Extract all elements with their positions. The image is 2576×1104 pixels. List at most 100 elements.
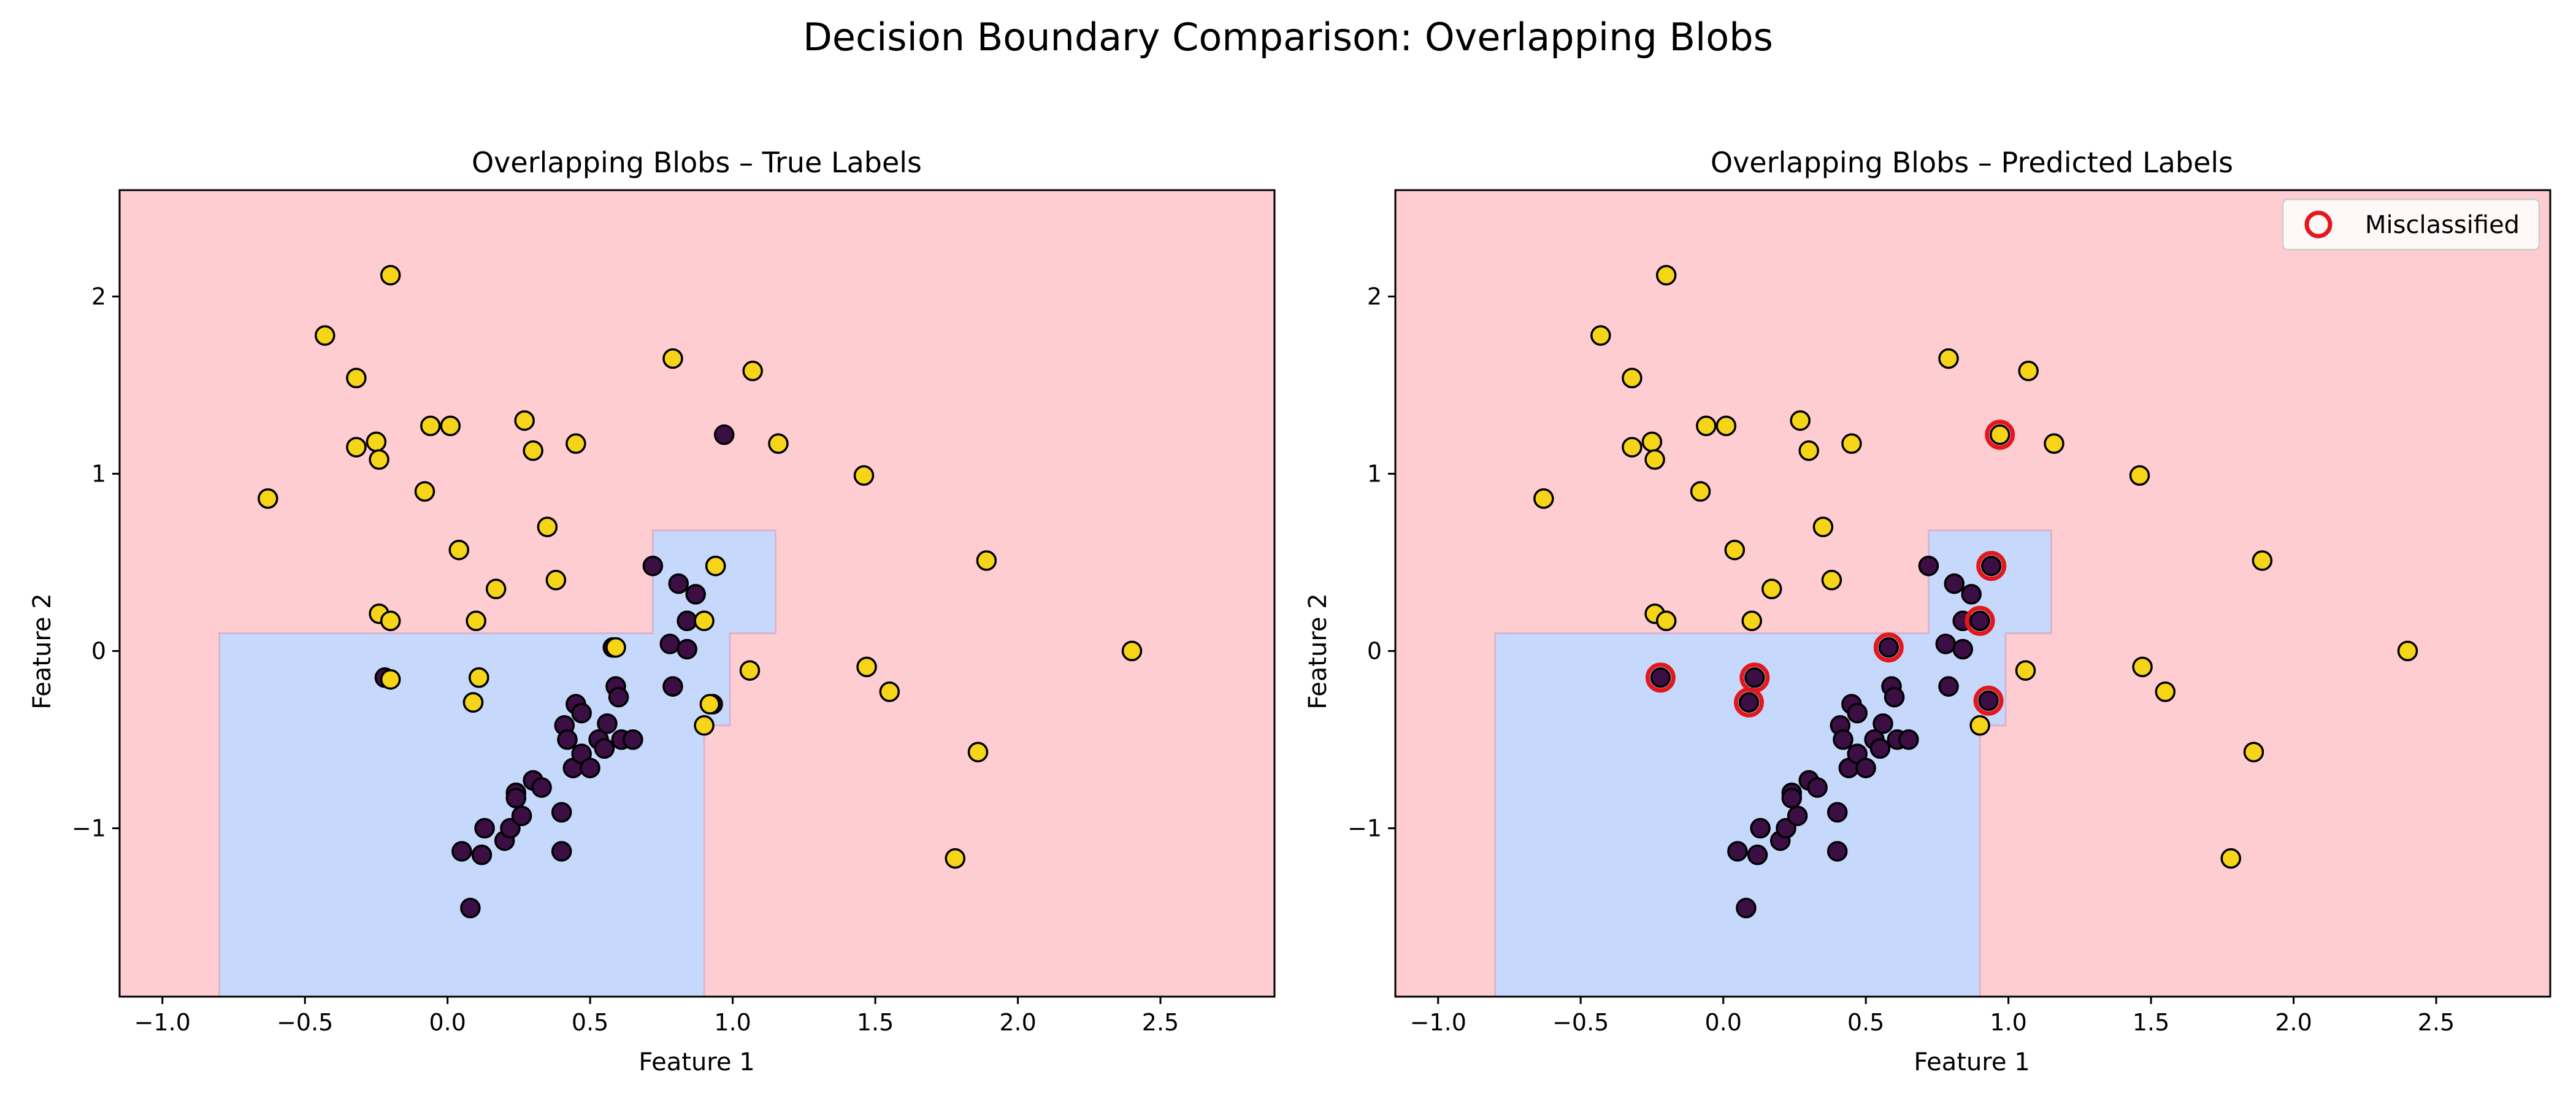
data-point-class-1 (1655, 264, 1677, 286)
legend: Misclassified (2282, 198, 2540, 251)
data-point-class-0 (505, 788, 527, 809)
data-point-class-0 (1738, 692, 1760, 713)
x-tick-label: 2.5 (1142, 1009, 1179, 1036)
axes-frame (118, 189, 1276, 998)
data-point-class-1 (856, 656, 877, 678)
data-point-class-1 (380, 264, 401, 286)
data-point-class-1 (2220, 848, 2242, 869)
data-point-class-1 (742, 361, 763, 381)
data-point-class-1 (768, 433, 789, 454)
data-point-class-0 (1827, 841, 1848, 862)
data-point-class-1 (967, 742, 989, 762)
data-point-class-1 (705, 555, 726, 577)
data-point-class-1 (2155, 681, 2176, 702)
data-point-class-1 (2132, 656, 2153, 678)
data-point-class-1 (945, 848, 966, 869)
x-tick-label: 0.5 (1847, 1009, 1884, 1036)
data-point-class-0 (713, 424, 735, 445)
y-tick-label: 1 (1367, 460, 1382, 487)
y-tick-label: 2 (91, 283, 106, 310)
x-tick-label: −1.0 (1410, 1009, 1466, 1036)
data-point-class-1 (1938, 348, 1959, 369)
data-point-class-1 (2015, 660, 2036, 681)
x-tick-label: 0.0 (1704, 1009, 1741, 1036)
data-point-class-1 (1715, 415, 1737, 437)
data-point-class-0 (1776, 818, 1796, 839)
data-point-class-0 (511, 805, 532, 826)
legend-misclassified-marker (2304, 210, 2333, 239)
x-tick-label: −0.5 (1552, 1009, 1609, 1036)
data-point-class-0 (1787, 805, 1808, 826)
x-tick-label: 2.5 (2418, 1009, 2455, 1036)
data-point-class-1 (976, 550, 997, 571)
data-point-class-0 (451, 841, 472, 862)
data-point-class-0 (1727, 841, 1748, 862)
data-point-class-0 (1952, 638, 1973, 660)
data-point-class-0 (1938, 676, 1959, 697)
data-point-class-1 (739, 660, 761, 681)
misclassified-marker (1739, 662, 1770, 693)
data-point-class-0 (531, 777, 552, 798)
data-point-class-1 (1969, 715, 1990, 736)
data-point-class-0 (1980, 555, 2002, 577)
x-tick-label: −1.0 (134, 1009, 191, 1036)
x-tick-label: 1.5 (2133, 1009, 2169, 1036)
data-point-class-1 (369, 449, 389, 470)
data-point-class-0 (1898, 729, 1919, 750)
data-point-class-0 (1807, 777, 1828, 798)
misclassified-marker (1973, 685, 2004, 716)
axes-frame (1394, 189, 2551, 998)
data-point-class-1 (699, 694, 721, 715)
region-class-0 (1494, 529, 2052, 998)
misclassified-marker (1965, 605, 1995, 636)
panel-title-predicted-labels: Overlapping Blobs – Predicted Labels (1711, 146, 2233, 179)
data-point-class-0 (662, 676, 683, 697)
data-point-class-1 (1533, 488, 1554, 509)
data-point-class-1 (1690, 481, 1711, 502)
region-class-0 (218, 529, 776, 998)
x-tick-label: 1.0 (714, 1009, 751, 1036)
data-point-class-1 (523, 440, 543, 461)
data-point-class-1 (485, 578, 507, 600)
data-point-class-0 (594, 738, 615, 759)
data-point-class-1 (537, 516, 558, 537)
data-point-class-0 (659, 634, 681, 654)
data-point-class-0 (471, 845, 493, 865)
data-point-class-0 (460, 897, 481, 919)
x-tick-label: 1.0 (1990, 1009, 2026, 1036)
data-point-class-1 (1798, 440, 1819, 461)
data-point-class-0 (1744, 667, 1765, 688)
data-point-class-1 (346, 367, 367, 389)
data-point-class-0 (1884, 686, 1905, 708)
data-point-class-0 (623, 729, 643, 750)
data-point-class-1 (1841, 433, 1862, 454)
y-axis-label: Feature 2 (1304, 593, 1332, 709)
misclassified-marker (1873, 632, 1904, 663)
data-point-class-1 (469, 667, 489, 688)
data-point-class-0 (1833, 729, 1853, 750)
data-point-class-1 (1590, 325, 1611, 346)
data-point-class-1 (1655, 610, 1677, 632)
x-tick-label: 2.0 (999, 1009, 1036, 1036)
data-point-class-1 (462, 692, 484, 713)
x-tick-label: 0.5 (572, 1009, 608, 1036)
data-point-class-0 (1918, 555, 1939, 577)
data-point-class-1 (1812, 516, 1834, 537)
x-tick-label: 0.0 (429, 1009, 466, 1036)
data-point-class-0 (557, 729, 578, 750)
data-point-class-1 (1790, 410, 1811, 431)
data-point-class-1 (258, 488, 278, 509)
data-point-class-0 (1878, 637, 1899, 658)
data-point-class-1 (346, 437, 367, 458)
y-axis-label: Feature 2 (28, 593, 56, 709)
y-tick-label: 0 (91, 637, 106, 664)
data-point-class-0 (1935, 634, 1957, 654)
data-point-class-0 (1650, 667, 1671, 688)
data-point-class-0 (1944, 573, 1965, 594)
data-point-class-1 (2243, 742, 2264, 762)
data-point-class-1 (1696, 415, 1717, 437)
data-point-class-1 (380, 669, 401, 690)
data-point-class-0 (551, 841, 572, 862)
y-tick-label: −1 (1347, 815, 1382, 841)
data-point-class-1 (1989, 424, 2011, 445)
